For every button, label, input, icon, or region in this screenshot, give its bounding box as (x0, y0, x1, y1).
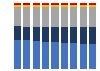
Bar (33, 7, 40, 27)
Bar (89, 27, 96, 44)
Bar (80, 3, 87, 4)
Bar (14, 39, 21, 69)
Bar (61, 3, 68, 4)
Bar (61, 5, 68, 7)
Bar (33, 27, 40, 41)
Bar (23, 7, 30, 27)
Bar (80, 27, 87, 44)
Bar (42, 3, 49, 4)
Bar (42, 5, 49, 7)
Bar (80, 5, 87, 7)
Bar (33, 5, 40, 7)
Bar (89, 44, 96, 69)
Bar (70, 7, 77, 27)
Bar (52, 5, 58, 7)
Bar (33, 41, 40, 69)
Bar (70, 5, 77, 7)
Bar (61, 27, 68, 43)
Bar (42, 7, 49, 27)
Bar (23, 3, 30, 5)
Bar (61, 43, 68, 69)
Bar (42, 27, 49, 42)
Bar (14, 3, 21, 4)
Bar (14, 4, 21, 5)
Bar (89, 4, 96, 5)
Bar (70, 4, 77, 5)
Bar (89, 5, 96, 7)
Bar (14, 26, 21, 39)
Bar (89, 7, 96, 27)
Bar (52, 4, 58, 5)
Bar (33, 4, 40, 5)
Bar (61, 7, 68, 27)
Bar (52, 42, 58, 69)
Bar (89, 3, 96, 4)
Bar (42, 42, 49, 69)
Bar (61, 4, 68, 5)
Bar (23, 5, 30, 7)
Bar (52, 27, 58, 42)
Bar (80, 44, 87, 69)
Bar (52, 3, 58, 4)
Bar (14, 5, 21, 7)
Bar (80, 4, 87, 5)
Bar (70, 3, 77, 4)
Bar (70, 43, 77, 69)
Bar (52, 7, 58, 27)
Bar (23, 40, 30, 69)
Bar (33, 3, 40, 4)
Bar (70, 27, 77, 43)
Bar (42, 4, 49, 5)
Bar (14, 7, 21, 26)
Bar (23, 27, 30, 40)
Bar (80, 7, 87, 27)
